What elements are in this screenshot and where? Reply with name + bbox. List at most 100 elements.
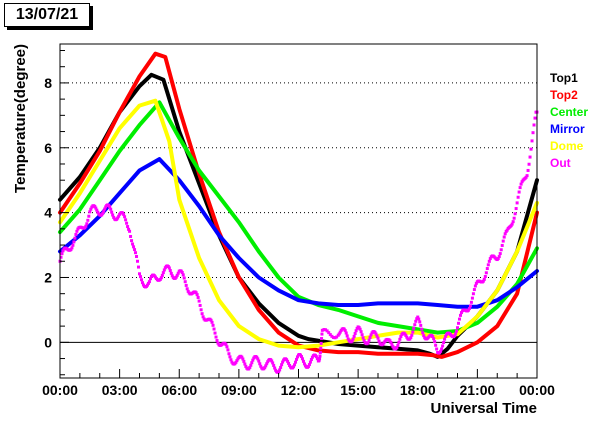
data-point-out xyxy=(315,357,319,361)
data-point-out xyxy=(169,271,173,275)
data-point-out xyxy=(499,248,503,252)
data-point-out xyxy=(501,239,505,243)
data-point-out xyxy=(413,323,417,327)
data-point-out xyxy=(126,225,130,229)
date-title-box: 13/07/21 xyxy=(4,3,90,27)
data-point-out xyxy=(256,357,260,361)
legend-entry-top1: Top1 xyxy=(550,71,578,85)
data-point-out xyxy=(439,349,443,353)
data-point-out xyxy=(320,337,324,341)
data-point-out xyxy=(61,249,65,253)
data-point-out xyxy=(285,358,289,362)
data-point-out xyxy=(128,229,132,233)
data-point-out xyxy=(168,269,172,273)
data-point-out xyxy=(488,257,492,261)
data-point-out xyxy=(310,355,314,359)
data-point-out xyxy=(75,229,79,233)
data-point-out xyxy=(524,175,528,179)
data-point-out xyxy=(96,210,100,214)
data-point-out xyxy=(228,355,232,359)
data-point-out xyxy=(294,360,298,364)
data-point-out xyxy=(264,364,268,368)
data-point-out xyxy=(388,339,392,343)
data-point-out xyxy=(515,201,519,205)
data-point-out xyxy=(307,363,311,367)
data-point-out xyxy=(302,362,306,366)
data-point-out xyxy=(513,212,517,216)
data-point-out xyxy=(277,370,281,374)
data-point-out xyxy=(314,355,318,359)
data-point-out xyxy=(442,341,446,345)
data-point-out xyxy=(130,239,134,243)
legend: Top1 Top2 Center Mirror Dome Out xyxy=(550,71,588,170)
data-point-out xyxy=(441,344,445,348)
data-point-out xyxy=(434,343,438,347)
data-point-out xyxy=(135,254,139,258)
data-point-out xyxy=(409,336,413,340)
data-point-out xyxy=(398,337,402,341)
data-point-out xyxy=(138,275,142,279)
data-point-out xyxy=(94,206,98,210)
data-point-out xyxy=(390,343,394,347)
data-point-out xyxy=(108,205,112,209)
data-point-out xyxy=(270,359,274,363)
data-point-out xyxy=(328,333,332,337)
data-point-out xyxy=(201,315,205,319)
data-point-out xyxy=(421,331,425,335)
data-point-out xyxy=(292,365,296,369)
data-point-out xyxy=(338,330,342,334)
data-point-out xyxy=(301,359,305,363)
data-point-out xyxy=(325,329,329,333)
data-point-out xyxy=(89,207,93,211)
data-point-out xyxy=(112,215,116,219)
data-point-out xyxy=(369,333,373,337)
data-point-out xyxy=(185,287,189,291)
data-point-out xyxy=(454,332,458,336)
data-point-out xyxy=(350,339,354,343)
data-point-out xyxy=(212,327,216,331)
data-point-out xyxy=(520,180,524,184)
data-point-out xyxy=(532,123,536,127)
data-point-out xyxy=(517,190,521,194)
data-point-out xyxy=(234,360,238,364)
data-point-out xyxy=(60,252,64,256)
data-point-out xyxy=(148,277,152,281)
data-point-out xyxy=(209,318,213,322)
data-point-out xyxy=(470,296,474,300)
data-point-out xyxy=(251,358,255,362)
data-point-out xyxy=(331,336,335,340)
series-line-top1 xyxy=(58,72,539,359)
data-point-out xyxy=(145,283,149,287)
data-point-out xyxy=(133,248,137,252)
data-point-out xyxy=(354,329,358,333)
data-point-out xyxy=(224,343,228,347)
data-point-out xyxy=(131,242,135,246)
data-point-out xyxy=(198,303,202,307)
data-point-out xyxy=(505,228,509,232)
data-point-out xyxy=(111,213,115,217)
data-point-out xyxy=(330,334,334,338)
data-point-out xyxy=(159,276,163,280)
data-point-out xyxy=(333,336,337,340)
data-point-out xyxy=(183,280,187,284)
data-point-out xyxy=(456,326,459,330)
data-point-out xyxy=(138,272,141,276)
data-point-out xyxy=(244,364,248,368)
data-point-out xyxy=(88,210,92,214)
legend-entry-center: Center xyxy=(550,105,588,119)
data-point-out xyxy=(197,299,201,303)
data-point-out xyxy=(265,362,269,366)
data-point-out xyxy=(527,162,531,166)
gridlines xyxy=(60,82,537,343)
data-point-out xyxy=(533,116,537,120)
data-point-out xyxy=(324,328,328,332)
data-point-out xyxy=(399,335,403,339)
data-point-out xyxy=(528,155,532,159)
data-point-out xyxy=(529,147,533,151)
data-point-out xyxy=(124,218,128,222)
data-point-out xyxy=(95,208,99,212)
data-point-out xyxy=(435,347,439,351)
data-point-out xyxy=(211,323,215,327)
data-point-out xyxy=(250,361,254,365)
data-point-out xyxy=(288,363,292,367)
